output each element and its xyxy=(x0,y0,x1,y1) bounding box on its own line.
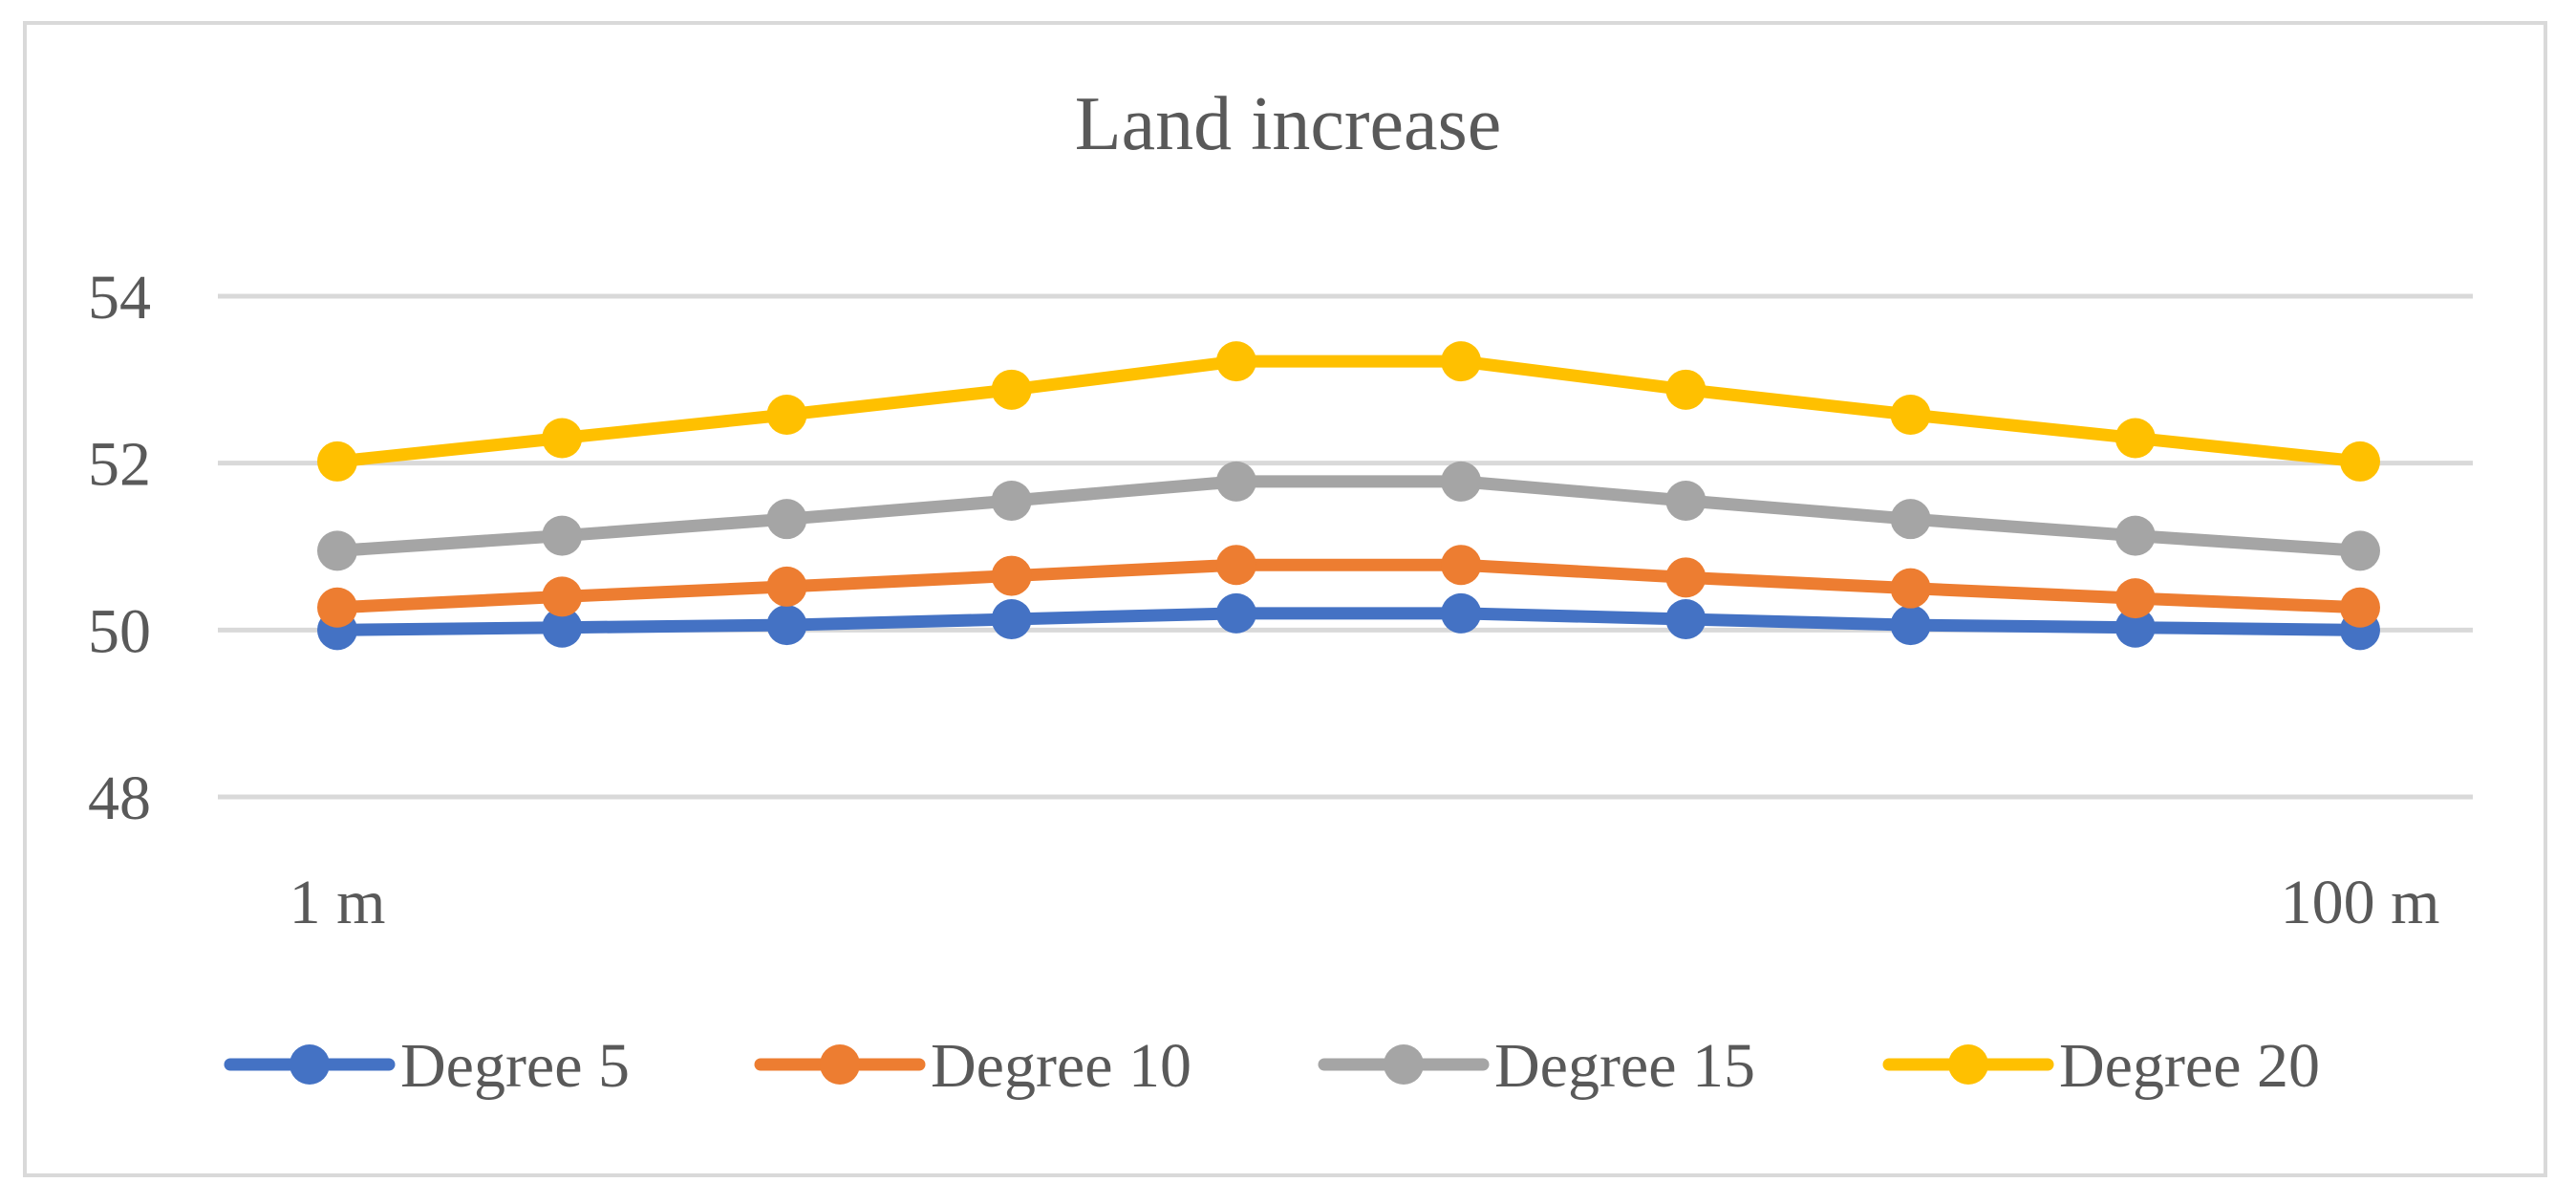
data-point xyxy=(317,441,357,482)
legend-label: Degree 5 xyxy=(400,1031,630,1101)
legend-marker xyxy=(290,1044,330,1085)
data-point xyxy=(1216,593,1256,634)
chart-frame: Land increase 48 50 52 54 1 m 100 m Degree 5… xyxy=(23,21,2547,1177)
series-degree-20 xyxy=(317,341,2380,482)
data-point xyxy=(1441,462,1481,502)
legend: Degree 5 Degree 10 Degree 15 Degree 20 xyxy=(230,1031,2320,1101)
data-point xyxy=(542,418,582,458)
data-point xyxy=(1216,462,1256,502)
data-point xyxy=(2115,516,2156,556)
data-point xyxy=(992,370,1032,410)
data-point xyxy=(1891,395,1931,435)
series-line xyxy=(337,565,2360,608)
series-line xyxy=(337,361,2360,462)
data-point xyxy=(2115,418,2156,458)
data-point xyxy=(1891,499,1931,539)
legend-item: Degree 10 xyxy=(761,1031,1191,1101)
series-degree-15 xyxy=(317,462,2380,570)
line-chart: Land increase 48 50 52 54 1 m 100 m Degree 5… xyxy=(27,25,2544,1173)
legend-label: Degree 15 xyxy=(1494,1031,1755,1101)
y-tick-label: 54 xyxy=(88,263,151,333)
data-point xyxy=(1441,545,1481,585)
legend-item: Degree 15 xyxy=(1324,1031,1755,1101)
data-point xyxy=(1665,599,1706,639)
x-tick-label-start: 1 m xyxy=(290,868,386,937)
data-point xyxy=(317,530,357,570)
data-point xyxy=(1665,557,1706,597)
legend-item: Degree 5 xyxy=(230,1031,630,1101)
data-point xyxy=(1891,605,1931,645)
data-point xyxy=(1216,545,1256,585)
x-tick-label-end: 100 m xyxy=(2281,868,2440,937)
data-point xyxy=(542,576,582,616)
series-lines xyxy=(317,341,2380,650)
legend-marker xyxy=(1948,1044,1988,1085)
y-tick-label: 50 xyxy=(88,596,151,666)
data-point xyxy=(1441,341,1481,381)
data-point xyxy=(992,599,1032,639)
data-point xyxy=(317,588,357,628)
legend-item: Degree 20 xyxy=(1889,1031,2320,1101)
y-axis-tick-labels: 48 50 52 54 xyxy=(88,263,151,833)
data-point xyxy=(766,499,806,539)
series-line xyxy=(337,482,2360,550)
chart-title: Land increase xyxy=(1075,82,1501,166)
data-point xyxy=(2115,578,2156,618)
data-point xyxy=(1665,370,1706,410)
legend-marker xyxy=(820,1044,860,1085)
x-axis-tick-labels: 1 m 100 m xyxy=(290,868,2440,937)
data-point xyxy=(1891,569,1931,609)
y-tick-label: 48 xyxy=(88,763,151,833)
y-tick-label: 52 xyxy=(88,430,151,500)
legend-marker xyxy=(1384,1044,1424,1085)
data-point xyxy=(992,556,1032,596)
data-point xyxy=(2340,441,2380,482)
series-degree-5 xyxy=(317,593,2380,650)
data-point xyxy=(766,567,806,607)
data-point xyxy=(1665,481,1706,521)
data-point xyxy=(1441,593,1481,634)
data-point xyxy=(542,516,582,556)
legend-label: Degree 10 xyxy=(931,1031,1191,1101)
data-point xyxy=(992,481,1032,521)
series-line xyxy=(337,613,2360,630)
data-point xyxy=(2340,588,2380,628)
data-point xyxy=(2340,530,2380,570)
data-point xyxy=(766,605,806,645)
data-point xyxy=(1216,341,1256,381)
legend-label: Degree 20 xyxy=(2059,1031,2320,1101)
data-point xyxy=(766,395,806,435)
